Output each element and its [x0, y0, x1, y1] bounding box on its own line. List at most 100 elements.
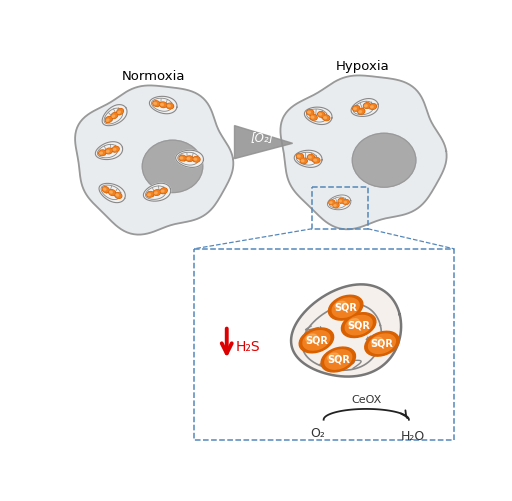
Ellipse shape: [352, 133, 416, 187]
Ellipse shape: [161, 188, 166, 193]
Ellipse shape: [154, 190, 160, 195]
Polygon shape: [294, 150, 322, 167]
Ellipse shape: [344, 200, 349, 204]
Ellipse shape: [106, 150, 109, 152]
Polygon shape: [75, 86, 233, 234]
Ellipse shape: [370, 104, 376, 109]
Ellipse shape: [116, 194, 119, 196]
Ellipse shape: [297, 155, 300, 157]
Ellipse shape: [161, 104, 163, 106]
Ellipse shape: [99, 150, 105, 155]
Ellipse shape: [116, 193, 121, 198]
Ellipse shape: [166, 103, 174, 109]
Polygon shape: [176, 150, 203, 167]
Ellipse shape: [147, 192, 153, 196]
Ellipse shape: [147, 191, 154, 197]
Ellipse shape: [148, 194, 151, 196]
Ellipse shape: [180, 156, 185, 160]
Ellipse shape: [358, 109, 365, 114]
Ellipse shape: [371, 106, 373, 108]
Ellipse shape: [364, 103, 370, 108]
Text: Normoxia: Normoxia: [121, 70, 185, 83]
Polygon shape: [234, 126, 293, 159]
Ellipse shape: [179, 155, 186, 161]
Ellipse shape: [330, 202, 332, 203]
Ellipse shape: [321, 347, 355, 372]
Polygon shape: [327, 195, 351, 210]
Ellipse shape: [353, 106, 359, 111]
Ellipse shape: [371, 337, 382, 346]
Ellipse shape: [313, 157, 320, 163]
Text: CeOX: CeOX: [351, 395, 381, 405]
Ellipse shape: [339, 199, 344, 202]
Ellipse shape: [369, 334, 395, 353]
Ellipse shape: [186, 156, 193, 161]
Polygon shape: [281, 76, 446, 229]
Ellipse shape: [329, 200, 335, 205]
Ellipse shape: [154, 102, 157, 104]
Ellipse shape: [112, 113, 117, 118]
Ellipse shape: [308, 155, 314, 159]
Ellipse shape: [167, 105, 170, 107]
Ellipse shape: [319, 113, 322, 115]
Polygon shape: [95, 142, 123, 160]
Ellipse shape: [309, 156, 311, 158]
Ellipse shape: [329, 295, 363, 320]
Ellipse shape: [318, 112, 324, 117]
Ellipse shape: [334, 204, 336, 206]
Ellipse shape: [365, 331, 399, 356]
Ellipse shape: [142, 140, 203, 192]
Ellipse shape: [153, 101, 160, 106]
Ellipse shape: [106, 119, 109, 121]
Ellipse shape: [300, 158, 307, 163]
Ellipse shape: [324, 116, 329, 120]
Ellipse shape: [155, 192, 157, 194]
Ellipse shape: [117, 109, 123, 115]
Polygon shape: [351, 99, 378, 116]
Ellipse shape: [110, 190, 115, 195]
Text: SQR: SQR: [347, 320, 370, 330]
Ellipse shape: [194, 157, 199, 161]
Text: SQR: SQR: [327, 355, 350, 365]
Ellipse shape: [109, 190, 115, 195]
Ellipse shape: [359, 111, 361, 113]
Ellipse shape: [99, 151, 105, 155]
Ellipse shape: [154, 190, 160, 195]
Polygon shape: [305, 107, 332, 125]
Ellipse shape: [103, 187, 109, 192]
Bar: [194, 249, 454, 440]
Ellipse shape: [306, 334, 317, 342]
Ellipse shape: [308, 110, 313, 115]
Text: SQR: SQR: [305, 335, 328, 345]
Ellipse shape: [358, 109, 364, 114]
Ellipse shape: [307, 110, 314, 115]
Ellipse shape: [342, 313, 376, 338]
Ellipse shape: [187, 156, 193, 161]
Polygon shape: [143, 183, 170, 201]
Ellipse shape: [115, 193, 122, 198]
Ellipse shape: [118, 111, 120, 113]
Text: SQR: SQR: [334, 303, 357, 313]
Ellipse shape: [102, 187, 109, 192]
Ellipse shape: [301, 160, 304, 162]
Ellipse shape: [325, 350, 352, 369]
Ellipse shape: [365, 105, 367, 107]
Ellipse shape: [160, 102, 167, 108]
Ellipse shape: [353, 106, 359, 111]
Ellipse shape: [332, 298, 359, 317]
Bar: [312, 187, 368, 229]
Ellipse shape: [330, 200, 334, 204]
Ellipse shape: [113, 147, 118, 151]
Ellipse shape: [193, 157, 200, 162]
Ellipse shape: [338, 198, 344, 203]
Ellipse shape: [110, 191, 112, 193]
Ellipse shape: [111, 113, 118, 119]
Ellipse shape: [187, 158, 190, 159]
Ellipse shape: [299, 328, 334, 353]
Ellipse shape: [113, 148, 116, 150]
Polygon shape: [102, 105, 127, 126]
Ellipse shape: [333, 203, 339, 207]
Polygon shape: [291, 285, 401, 377]
Ellipse shape: [297, 154, 303, 158]
Ellipse shape: [370, 104, 376, 109]
